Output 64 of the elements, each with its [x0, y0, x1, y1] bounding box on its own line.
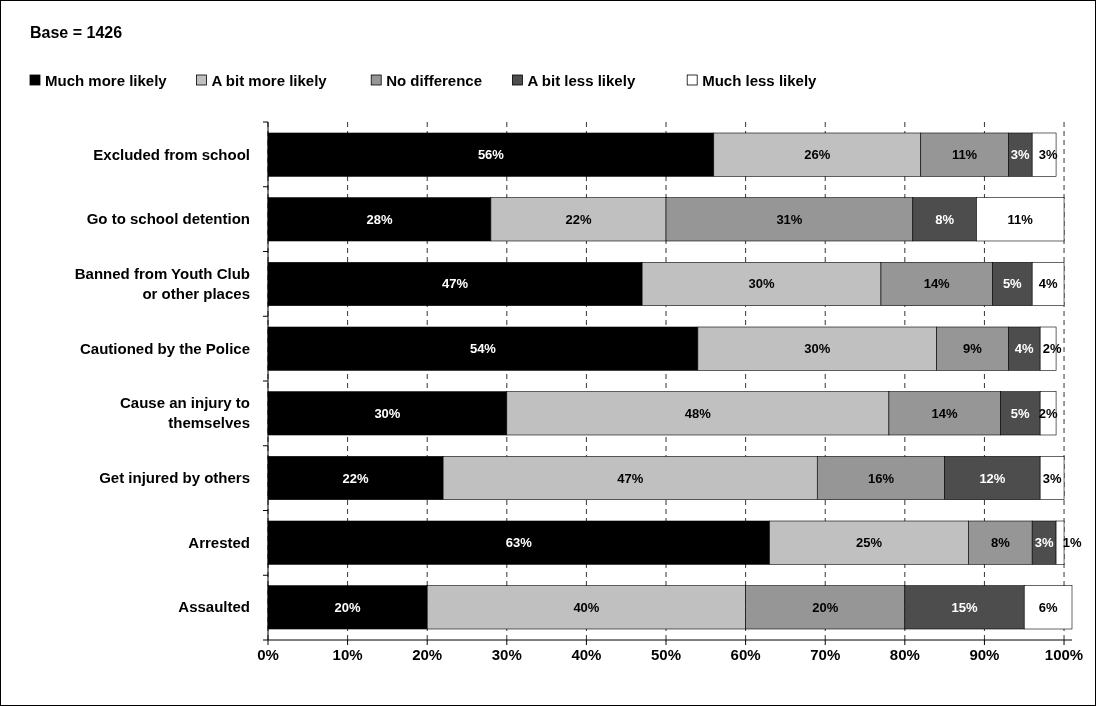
legend-label: A bit more likely: [211, 71, 328, 89]
legend-label: A bit less likely: [527, 71, 636, 89]
data-label: 5%: [1002, 276, 1023, 292]
legend-label: No difference: [386, 71, 483, 89]
data-label: 11%: [1007, 211, 1034, 227]
data-label: 22%: [565, 211, 592, 227]
y-tick-label: Go to school detention: [86, 210, 250, 228]
data-label: 2%: [1042, 341, 1063, 357]
data-label: 14%: [931, 405, 959, 421]
data-label: 22%: [342, 470, 370, 486]
data-label: 4%: [1014, 341, 1035, 357]
data-label: 47%: [442, 276, 469, 292]
data-label: 30%: [374, 405, 401, 421]
data-label: 16%: [867, 470, 895, 486]
data-label: 8%: [990, 535, 1011, 551]
x-tick-label: 50%: [651, 646, 682, 663]
x-tick-label: 80%: [889, 646, 920, 663]
data-label: 15%: [951, 599, 978, 615]
data-label: 56%: [477, 147, 505, 163]
data-label: 3%: [1038, 147, 1059, 163]
legend-label: Much less likely: [702, 71, 818, 89]
data-label: 47%: [617, 470, 644, 486]
legend-label: Much more likely: [45, 71, 168, 89]
data-label: 9%: [963, 341, 983, 357]
y-tick-label: Assaulted: [178, 598, 250, 616]
y-tick-label: Cause an injury to themselves: [119, 394, 250, 432]
data-label: 54%: [469, 341, 497, 357]
x-tick-label: 40%: [571, 646, 602, 663]
x-tick-label: 10%: [332, 646, 363, 663]
text: Base = 1426: [30, 24, 123, 41]
data-label: 8%: [935, 211, 955, 227]
data-label: 3%: [1042, 470, 1062, 486]
x-tick-label: 60%: [730, 646, 761, 663]
data-label: 3%: [1034, 535, 1054, 551]
data-label: 1%: [1062, 535, 1082, 551]
x-tick-label: 90%: [969, 646, 1000, 663]
data-label: 20%: [812, 599, 839, 615]
data-label: 4%: [1038, 276, 1058, 292]
data-label: 11%: [951, 147, 978, 163]
data-label: 25%: [855, 535, 883, 551]
data-label: 3%: [1010, 147, 1031, 163]
y-tick-label: Excluded from school: [93, 145, 250, 163]
x-tick-label: 0%: [257, 646, 279, 663]
data-label: 20%: [334, 599, 362, 615]
y-tick-label: Banned from Youth Club or other places: [74, 265, 250, 302]
data-label: 26%: [804, 147, 831, 163]
data-label: 30%: [748, 276, 775, 292]
y-tick-label: Cautioned by the Police: [79, 339, 250, 357]
data-label: 40%: [573, 599, 600, 615]
data-label: 31%: [776, 211, 803, 227]
data-label: 5%: [1010, 405, 1031, 421]
data-label: 28%: [366, 211, 393, 227]
data-label: 14%: [923, 276, 951, 292]
y-tick-label: Arrested: [188, 533, 250, 551]
data-label: 6%: [1038, 599, 1058, 615]
data-label: 30%: [804, 341, 831, 357]
data-label: 12%: [979, 470, 1006, 486]
x-tick-label: 70%: [810, 646, 841, 663]
x-tick-label: 100%: [1044, 646, 1084, 663]
x-tick-label: 20%: [412, 646, 443, 663]
x-tick-label: 30%: [491, 646, 522, 663]
data-label: 48%: [684, 405, 712, 421]
y-tick-label: Get injured by others: [99, 469, 250, 486]
data-label: 63%: [505, 535, 533, 551]
